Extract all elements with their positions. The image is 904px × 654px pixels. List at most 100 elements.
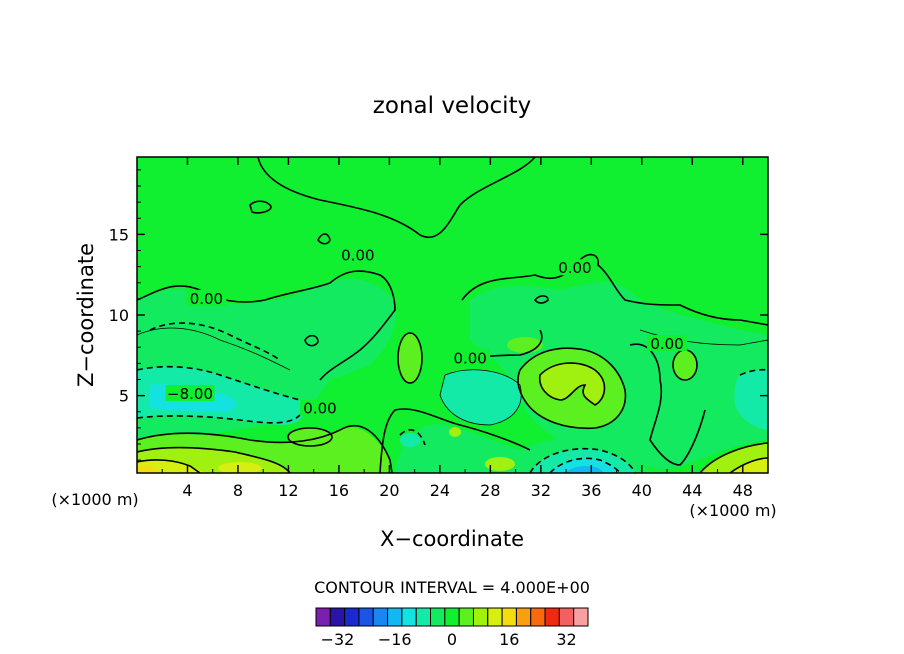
contour-neg12-bottom	[549, 457, 621, 473]
field-blob-pos-5	[485, 457, 515, 471]
contour-label-5: −8.00	[167, 385, 213, 403]
field-blob-pos-2	[673, 350, 697, 380]
colorbar-tick-label-2: 0	[447, 630, 457, 649]
colorbar-swatch-5	[387, 607, 403, 627]
contour-upper-fragment-4	[304, 334, 319, 347]
contour-pos-bottom-right-1	[699, 442, 768, 473]
field-region-neg16-bottom-center	[565, 465, 604, 473]
contour-lines-dashed	[137, 322, 768, 473]
x-unit-left: (×1000 m)	[51, 490, 138, 509]
contour-zero-lower-left	[379, 408, 531, 473]
contour-upper-fragment-1	[249, 200, 272, 214]
contour-pos4-bottom	[137, 424, 393, 473]
contour-label-bg-6	[299, 399, 340, 416]
contour-label-bg-0	[337, 246, 378, 263]
x-tick-label-4: 20	[379, 481, 399, 500]
colorbar-swatch-1	[329, 607, 346, 627]
contour-label-0: 0.00	[341, 246, 374, 264]
field-region-neg8-mid	[440, 369, 522, 425]
x-tick-label-10: 44	[682, 481, 702, 500]
colorbar-swatch-18	[573, 607, 589, 627]
contour-lines-thin	[137, 327, 768, 426]
x-tick-label-6: 28	[480, 481, 500, 500]
chart-title: zonal velocity	[373, 93, 531, 119]
colorbar-swatch-11	[472, 607, 489, 627]
contour-neg8-right	[739, 368, 768, 376]
contour-label-6: 0.00	[303, 400, 336, 418]
field-region-pos8-center-right	[539, 363, 605, 405]
contour-neg4-bottom-center	[399, 429, 426, 446]
contour-zero-upper	[257, 157, 536, 238]
contour-pos8-bottom	[137, 459, 201, 473]
field-blob-pos-1	[398, 333, 422, 383]
colorbar: −32 −16 0 16 32	[315, 607, 589, 649]
contour-label-bg-1	[186, 289, 227, 306]
contour-thin-1	[137, 327, 291, 371]
x-tick-label-8: 36	[581, 481, 601, 500]
contour-blob-1	[397, 332, 423, 384]
x-tick-label-2: 12	[278, 481, 298, 500]
contour-thin-2	[439, 369, 522, 426]
contour-zero-far-right	[629, 343, 706, 466]
contour-interval-label: CONTOUR INTERVAL = 4.000E+00	[314, 578, 590, 597]
contour-upper-fragment-2	[317, 233, 331, 245]
x-unit-right: (×1000 m)	[689, 501, 776, 520]
x-tick-label-3: 16	[329, 481, 349, 500]
colorbar-tick-label-0: −32	[321, 630, 355, 649]
colorbar-swatch-15	[530, 607, 546, 627]
contour-blob-3	[287, 427, 333, 447]
contour-zero-right	[461, 253, 768, 326]
colorbar-swatch-14	[515, 607, 532, 627]
field-region-pos12-right-corner	[730, 458, 768, 473]
field-region-neg8-right	[734, 369, 768, 430]
contour-label-bg-3	[450, 349, 491, 366]
contour-label-group: 0.00 0.00 0.00 0.00 0.00 −8.00 0.00	[165, 246, 688, 418]
colorbar-swatch-9	[444, 607, 460, 627]
colorbar-swatch-17	[558, 607, 575, 627]
contour-neg4-left	[149, 322, 281, 361]
contour-label-4: 0.00	[650, 335, 683, 353]
contour-label-2: 0.00	[558, 259, 591, 277]
contour-pos8-right-loop	[538, 362, 606, 406]
contour-zero-right-loop	[517, 347, 627, 430]
x-tick-label-0: 4	[182, 481, 192, 500]
colorbar-swatch-2	[344, 607, 360, 627]
contour-label-3: 0.00	[453, 350, 486, 368]
x-tick-label-7: 32	[531, 481, 551, 500]
colorbar-swatch-10	[458, 607, 474, 627]
colorbar-swatch-0	[315, 607, 331, 627]
field-blob-pos-7	[218, 462, 262, 473]
colorbar-swatch-8	[430, 607, 446, 627]
colorbar-swatch-3	[358, 607, 374, 627]
x-tick-label-11: 48	[733, 481, 753, 500]
contour-neg8-lower	[137, 414, 301, 424]
x-tick-label-5: 24	[430, 481, 450, 500]
contour-pos4-bottom-inner	[137, 446, 291, 473]
contour-label-1: 0.00	[190, 290, 223, 308]
contour-label-bg-5	[165, 385, 215, 401]
colorbar-swatch-12	[487, 607, 503, 627]
colorbar-swatch-16	[544, 607, 560, 627]
y-tick-label-0: 5	[119, 387, 129, 406]
colorbar-tick-label-1: −16	[378, 630, 412, 649]
field-blob-pos-6	[449, 427, 461, 437]
contour-pos-bottom-right-2	[729, 457, 768, 473]
field-region-pos16-corner	[137, 465, 160, 473]
colorbar-tick-label-3: 16	[499, 630, 519, 649]
y-tick-label-1: 10	[109, 306, 129, 325]
contour-field: 0.00 0.00 0.00 0.00 0.00 −8.00 0.00	[137, 157, 768, 473]
colorbar-tick-label-4: 32	[556, 630, 576, 649]
colorbar-swatch-13	[501, 607, 517, 627]
y-tick-label-2: 15	[109, 225, 129, 244]
y-axis-label: Z−coordinate	[74, 243, 98, 387]
field-blob-neg-1	[400, 433, 420, 447]
colorbar-swatch-6	[401, 607, 417, 627]
x-tick-label-1: 8	[233, 481, 243, 500]
x-tick-label-9: 40	[632, 481, 652, 500]
field-blob-pos-3	[507, 337, 543, 353]
colorbar-swatch-7	[415, 607, 432, 627]
contour-thin-3	[639, 329, 768, 346]
x-axis-label: X−coordinate	[380, 527, 524, 551]
